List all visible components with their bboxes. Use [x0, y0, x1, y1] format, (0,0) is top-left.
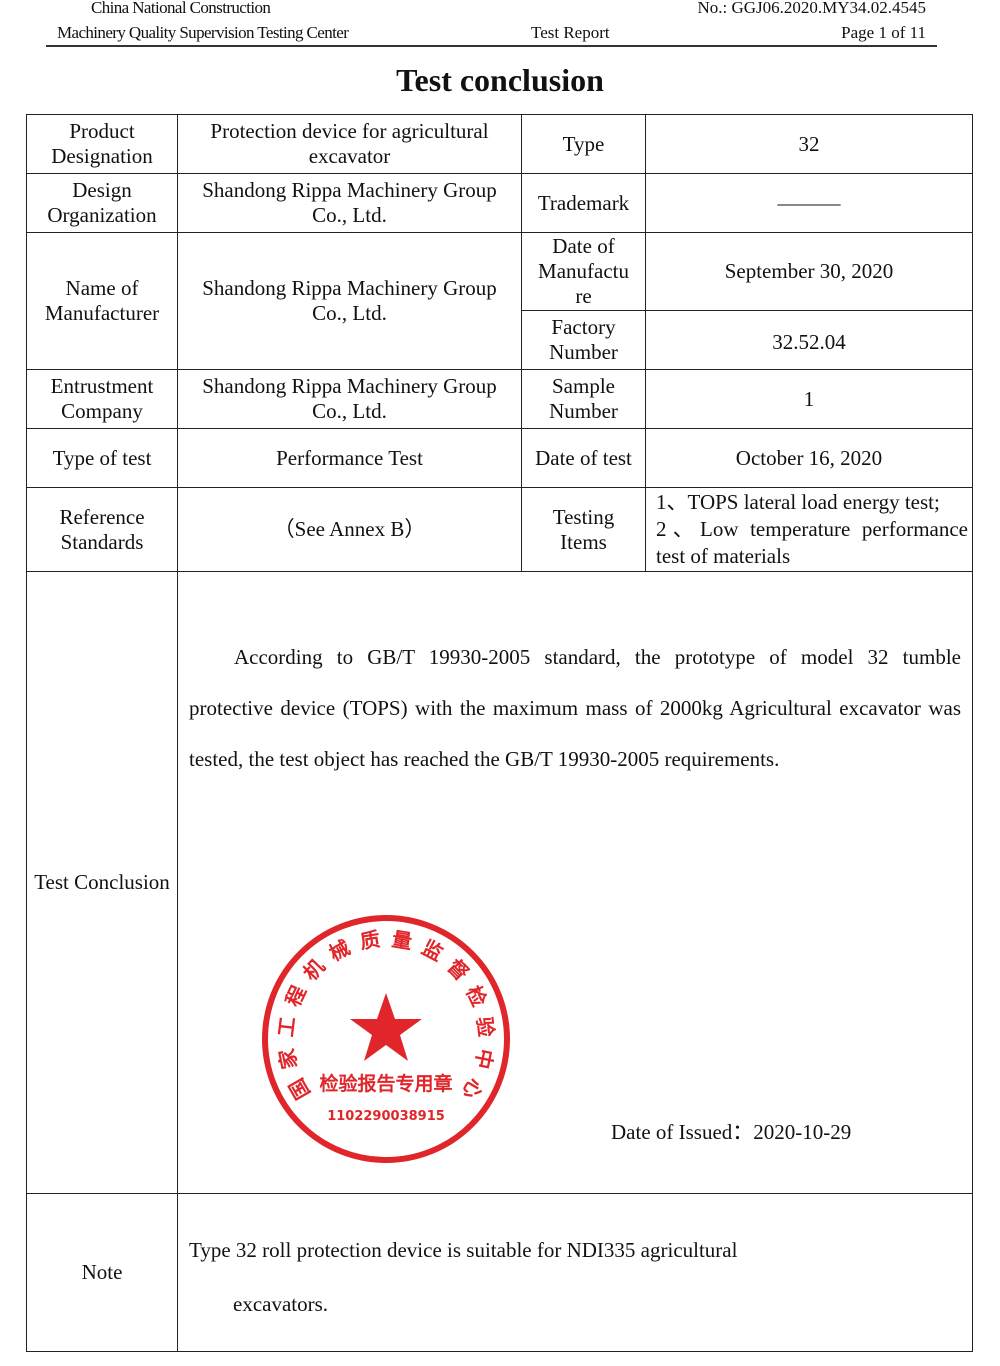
- note-line-2: excavators.: [233, 1292, 329, 1316]
- stamp-ring-char: 心: [457, 1074, 488, 1103]
- stamp-ring-char: 工: [274, 1016, 300, 1039]
- table-rule: [26, 428, 973, 429]
- table-rule: [26, 571, 973, 572]
- table-rule: [26, 114, 973, 115]
- table-rule: [645, 114, 646, 572]
- stamp-ring-char: 督: [443, 954, 474, 985]
- stamp-ring-char: 械: [325, 935, 354, 966]
- stamp-ring: [262, 915, 510, 1163]
- product-value: Protection device for agricultural excav…: [210, 119, 489, 168]
- table-rule: [177, 114, 178, 1352]
- stamp-ring-char: 中: [470, 1047, 498, 1071]
- type-label: Type: [562, 131, 605, 156]
- table-rule: [26, 369, 973, 370]
- factory-number-value: 32.52.04: [772, 329, 846, 354]
- stamp-ring-char: 检: [461, 982, 491, 1010]
- reference-value: （See Annex B）: [273, 517, 426, 541]
- stamp-ring-char: 验: [472, 1016, 498, 1039]
- page-number: Page 1 of 11: [841, 23, 926, 42]
- stamp-ring-char: 监: [418, 935, 447, 966]
- note-line-1: Type 32 roll protection device is suitab…: [189, 1238, 738, 1262]
- testing-items-value: 1、TOPS lateral load energy test; 2、Low t…: [656, 489, 968, 570]
- testing-item-2: 2、Low temperature performance test of ma…: [656, 517, 968, 568]
- header-doc-type: Test Report: [531, 23, 610, 42]
- table-rule: [521, 114, 522, 572]
- date-test-value: October 16, 2020: [735, 445, 883, 470]
- table-rule: [26, 114, 27, 1352]
- header-rule: [46, 45, 937, 47]
- date-test-label: Date of test: [535, 445, 632, 470]
- design-value: Shandong Rippa Machinery Group Co., Ltd.: [202, 178, 497, 227]
- entrust-value: Shandong Rippa Machinery Group Co., Ltd.: [202, 374, 497, 423]
- conclusion-label: Test Conclusion: [34, 870, 170, 894]
- sample-label: Sample Number: [549, 374, 618, 423]
- design-label: Design Organization: [47, 178, 157, 227]
- manufacturer-value: Shandong Rippa Machinery Group Co., Ltd.: [202, 276, 497, 325]
- stamp-center-text: 检验报告专用章: [319, 1072, 452, 1095]
- table-rule: [521, 310, 973, 311]
- header-org-line1: China National Construction: [91, 0, 271, 17]
- star-icon: [350, 993, 422, 1061]
- stamp-ring-char: 国: [284, 1074, 315, 1103]
- factory-number-label: Factory Number: [549, 315, 618, 364]
- table-rule: [26, 1193, 973, 1194]
- product-label: Product Designation: [51, 119, 153, 168]
- table-rule: [26, 232, 973, 233]
- header-org-line2: Machinery Quality Supervision Testing Ce…: [57, 23, 349, 42]
- stamp-code: 1102290038915: [327, 1109, 445, 1124]
- table-rule: [26, 173, 973, 174]
- type-value: 32: [798, 131, 820, 156]
- date-manufacture-value: September 30, 2020: [724, 259, 894, 283]
- entrust-label: Entrustment Company: [50, 374, 154, 423]
- stamp-ring-char: 程: [281, 982, 311, 1010]
- sample-value: 1: [803, 386, 815, 411]
- conclusion-text: According to GB/T 19930-2005 standard, t…: [189, 645, 961, 771]
- test-type-label: Type of test: [52, 445, 152, 470]
- date-issued: Date of Issued：2020-10-29: [611, 1120, 852, 1144]
- stamp-ring-char: 量: [390, 927, 414, 954]
- official-stamp: 国家工程机械质量监督检验中心 检验报告专用章 1102290038915: [262, 915, 510, 1163]
- testing-items-label: Testing Items: [552, 504, 615, 554]
- page-title: Test conclusion: [396, 62, 604, 98]
- table-rule: [26, 487, 973, 488]
- table-rule: [26, 1351, 973, 1352]
- report-number: No.: GGJ06.2020.MY34.02.4545: [697, 0, 926, 17]
- note-label: Note: [81, 1260, 123, 1284]
- test-type-value: Performance Test: [276, 445, 423, 470]
- stamp-ring-char: 机: [298, 954, 329, 985]
- trademark-value: ———: [777, 190, 841, 215]
- manufacturer-label: Name of Manufacturer: [44, 276, 160, 325]
- table-rule: [972, 114, 973, 1352]
- testing-item-1: 1、TOPS lateral load energy test;: [656, 490, 940, 514]
- stamp-ring-char: 家: [274, 1046, 302, 1071]
- date-manufacture-label: Date of Manufactu re: [538, 234, 629, 308]
- trademark-label: Trademark: [537, 190, 630, 215]
- stamp-ring-char: 质: [358, 927, 382, 954]
- reference-label: Reference Standards: [59, 504, 145, 554]
